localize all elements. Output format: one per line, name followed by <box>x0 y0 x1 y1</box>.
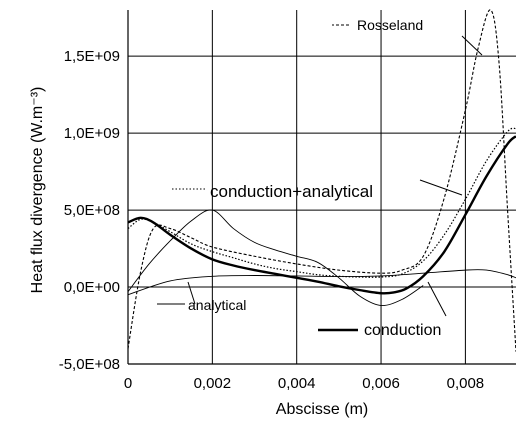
series-line-series-3 <box>127 209 424 306</box>
leader-rosseland-curve <box>461 35 483 56</box>
y-tick-label: 1,5E+09 <box>64 48 120 65</box>
y-axis-label: Heat flux divergence (W.m⁻³) <box>29 87 46 294</box>
x-tick-label: 0 <box>124 375 132 392</box>
series-line-rosseland <box>127 9 516 352</box>
x-tick-label: 0,004 <box>278 375 316 392</box>
x-axis-label: Abscisse (m) <box>276 401 368 418</box>
leader-analytical <box>187 281 196 305</box>
annotation-analytical: analytical <box>188 297 246 313</box>
annotation-rosseland: Rosseland <box>357 17 423 33</box>
y-tick-label: 0,0E+00 <box>64 279 120 296</box>
tick-labels: 0 0,002 0,004 0,006 0,008 -5,0E+08 0,0E+00 5,0E… <box>59 48 484 392</box>
x-tick-label: 0,002 <box>194 375 232 392</box>
gridlines <box>128 10 516 365</box>
series-lines <box>127 9 516 352</box>
x-tick-label: 0,006 <box>362 375 400 392</box>
y-tick-label: 1,0E+09 <box>64 125 120 142</box>
leader-conduction-curve <box>427 281 447 317</box>
annotation-conduction: conduction <box>364 322 441 339</box>
series-line-analytical <box>127 269 516 296</box>
x-tick-label: 0,008 <box>447 375 485 392</box>
leader-conduction-analytical-right <box>419 179 463 196</box>
y-tick-label: 5,0E+08 <box>64 202 120 219</box>
plot-frame <box>127 10 516 365</box>
y-tick-label: -5,0E+08 <box>59 356 120 373</box>
annotation-conduction-analytical: conduction+analytical <box>210 182 373 201</box>
series-line-conduction <box>127 135 516 295</box>
